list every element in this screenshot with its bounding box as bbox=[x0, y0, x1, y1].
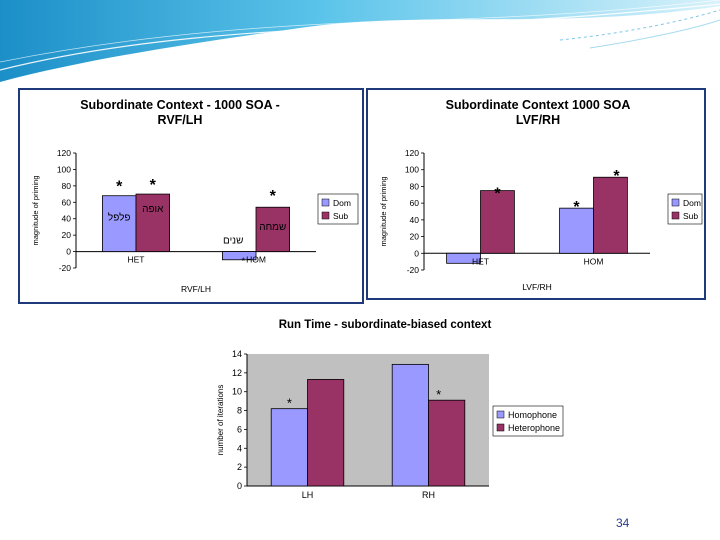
chart3-title: Run Time - subordinate-biased context bbox=[279, 319, 492, 331]
chart1-bar-sub-het bbox=[135, 193, 170, 252]
chart3-bar-homophone-rh bbox=[391, 363, 429, 487]
chart-rvf-lh-svg: Subordinate Context - 1000 SOA -RVF/LH12… bbox=[31, 98, 359, 294]
chart2-y-tick-label: 100 bbox=[405, 165, 419, 175]
chart-lvf-rh: Subordinate Context 1000 SOA LVF/RH 120 100… bbox=[366, 88, 706, 300]
chart2-y-tick-label: -20 bbox=[407, 265, 420, 275]
chart3-y-tick-label: 14 bbox=[232, 349, 242, 359]
chart1-significance-marker: * bbox=[150, 177, 157, 194]
chart2-y-tick-label: 120 bbox=[405, 148, 419, 158]
chart3-x-tick-label: RH bbox=[422, 490, 435, 500]
chart2-significance-marker: * bbox=[613, 168, 620, 185]
chart1-bar-sub-hom bbox=[255, 206, 290, 252]
chart1-y-axis-title: magnitude of priming bbox=[31, 175, 40, 245]
page-number: 34 bbox=[616, 516, 630, 530]
chart2-significance-marker: * bbox=[494, 186, 501, 203]
chart3-legend-label-heterophone: Heterophone bbox=[508, 423, 560, 433]
chart3-significance-marker: * bbox=[436, 387, 441, 402]
chart1-x-tick-label: HET bbox=[128, 255, 145, 265]
chart1-bar-dom-hom bbox=[221, 251, 257, 261]
chart3-bar-homophone-lh bbox=[270, 408, 308, 487]
chart1-title: Subordinate Context - 1000 SOA - bbox=[80, 98, 280, 112]
chart-rvf-lh: Subordinate Context - 1000 SOA - RVF/LH 12… bbox=[18, 88, 364, 304]
chart-run-time: Run Time - subordinate-biased context 14 1… bbox=[205, 308, 565, 514]
chart-run-time-svg: Run Time - subordinate-biased context 14 1… bbox=[216, 319, 564, 500]
chart3-bar-heterophone-lh bbox=[307, 379, 345, 487]
chart3-y-tick-label: 8 bbox=[237, 406, 242, 416]
chart3-y-tick-label: 12 bbox=[232, 368, 242, 378]
chart3-y-axis-title: number of iterations bbox=[216, 385, 225, 456]
chart3-legend bbox=[492, 405, 564, 437]
chart2-bar-dom-hom bbox=[559, 207, 594, 254]
chart2-y-tick-label: 40 bbox=[410, 215, 420, 225]
chart1-subtitle: RVF/LH bbox=[158, 113, 203, 127]
chart2-bar-sub-het bbox=[480, 190, 515, 254]
chart3-x-tick-label: LH bbox=[302, 490, 314, 500]
chart3-legend-swatch-homophone bbox=[496, 410, 505, 419]
chart2-y-tick-label: 20 bbox=[410, 232, 420, 242]
chart2-x-tick-label: HET bbox=[472, 256, 489, 266]
chart3-y-tick-label: 4 bbox=[237, 443, 242, 453]
chart1-x-tick-label: HOM bbox=[246, 255, 266, 265]
chart1-y-tick-label: 60 bbox=[62, 197, 72, 207]
chart2-y-axis-title: magnitude of priming bbox=[379, 176, 388, 246]
chart1-legend-label-sub: Sub bbox=[333, 211, 348, 221]
slide-banner-decoration bbox=[0, 0, 720, 82]
chart2-subtitle: LVF/RH bbox=[516, 113, 560, 127]
chart3-y-tick-label: 2 bbox=[237, 462, 242, 472]
chart1-hebrew-label: שנים bbox=[223, 235, 243, 246]
chart1-legend-swatch-dom bbox=[321, 198, 330, 207]
chart1-y-tick-label: 20 bbox=[62, 230, 72, 240]
chart-lvf-rh-svg: Subordinate Context 1000 SOALVF/RH120100… bbox=[379, 98, 703, 292]
chart3-y-tick-label: 0 bbox=[237, 481, 242, 491]
chart1-x-axis-title: RVF/LH bbox=[181, 284, 211, 294]
chart1-bar-dom-het bbox=[102, 195, 137, 252]
chart1-y-tick-label: 0 bbox=[66, 247, 71, 257]
chart1-hebrew-label: אופה bbox=[142, 204, 164, 215]
chart2-significance-marker: * bbox=[573, 199, 580, 216]
chart2-title: Subordinate Context 1000 SOA bbox=[446, 98, 631, 112]
chart3-legend-label-homophone: Homophone bbox=[508, 410, 557, 420]
chart2-x-tick-label: HOM bbox=[584, 256, 604, 266]
chart2-legend-swatch-dom bbox=[671, 198, 680, 207]
chart2-legend-label-sub: Sub bbox=[683, 211, 698, 221]
chart1-legend-swatch-sub bbox=[321, 211, 330, 220]
chart2-y-tick-label: 80 bbox=[410, 181, 420, 191]
chart2-bar-dom-het bbox=[446, 252, 481, 264]
chart1-y-tick-label: 120 bbox=[57, 148, 71, 158]
chart2-x-axis-title: LVF/RH bbox=[522, 282, 552, 292]
chart2-y-tick-label: 0 bbox=[414, 248, 419, 258]
chart1-hebrew-label: שמחה bbox=[259, 222, 286, 233]
chart1-y-tick-label: 80 bbox=[62, 181, 72, 191]
chart2-legend-label-dom: Dom bbox=[683, 198, 701, 208]
chart3-significance-marker: * bbox=[287, 396, 292, 411]
chart1-significance-marker: * bbox=[270, 188, 277, 205]
chart3-y-tick-label: 10 bbox=[232, 387, 242, 397]
chart1-significance-marker: * bbox=[116, 179, 123, 196]
chart3-bar-heterophone-rh bbox=[428, 399, 466, 487]
chart2-legend-swatch-sub bbox=[671, 211, 680, 220]
chart3-y-tick-label: 6 bbox=[237, 424, 242, 434]
chart1-y-tick-label: -20 bbox=[59, 263, 72, 273]
chart2-y-tick-label: 60 bbox=[410, 198, 420, 208]
chart3-legend-swatch-heterophone bbox=[496, 423, 505, 432]
chart1-hebrew-label: פלפל bbox=[108, 211, 131, 223]
chart1-y-tick-label: 100 bbox=[57, 164, 71, 174]
chart1-y-tick-label: 40 bbox=[62, 214, 72, 224]
chart1-legend-label-dom: Dom bbox=[333, 198, 351, 208]
chart1-significance-marker: * bbox=[241, 256, 245, 266]
chart2-bar-sub-hom bbox=[593, 176, 628, 254]
